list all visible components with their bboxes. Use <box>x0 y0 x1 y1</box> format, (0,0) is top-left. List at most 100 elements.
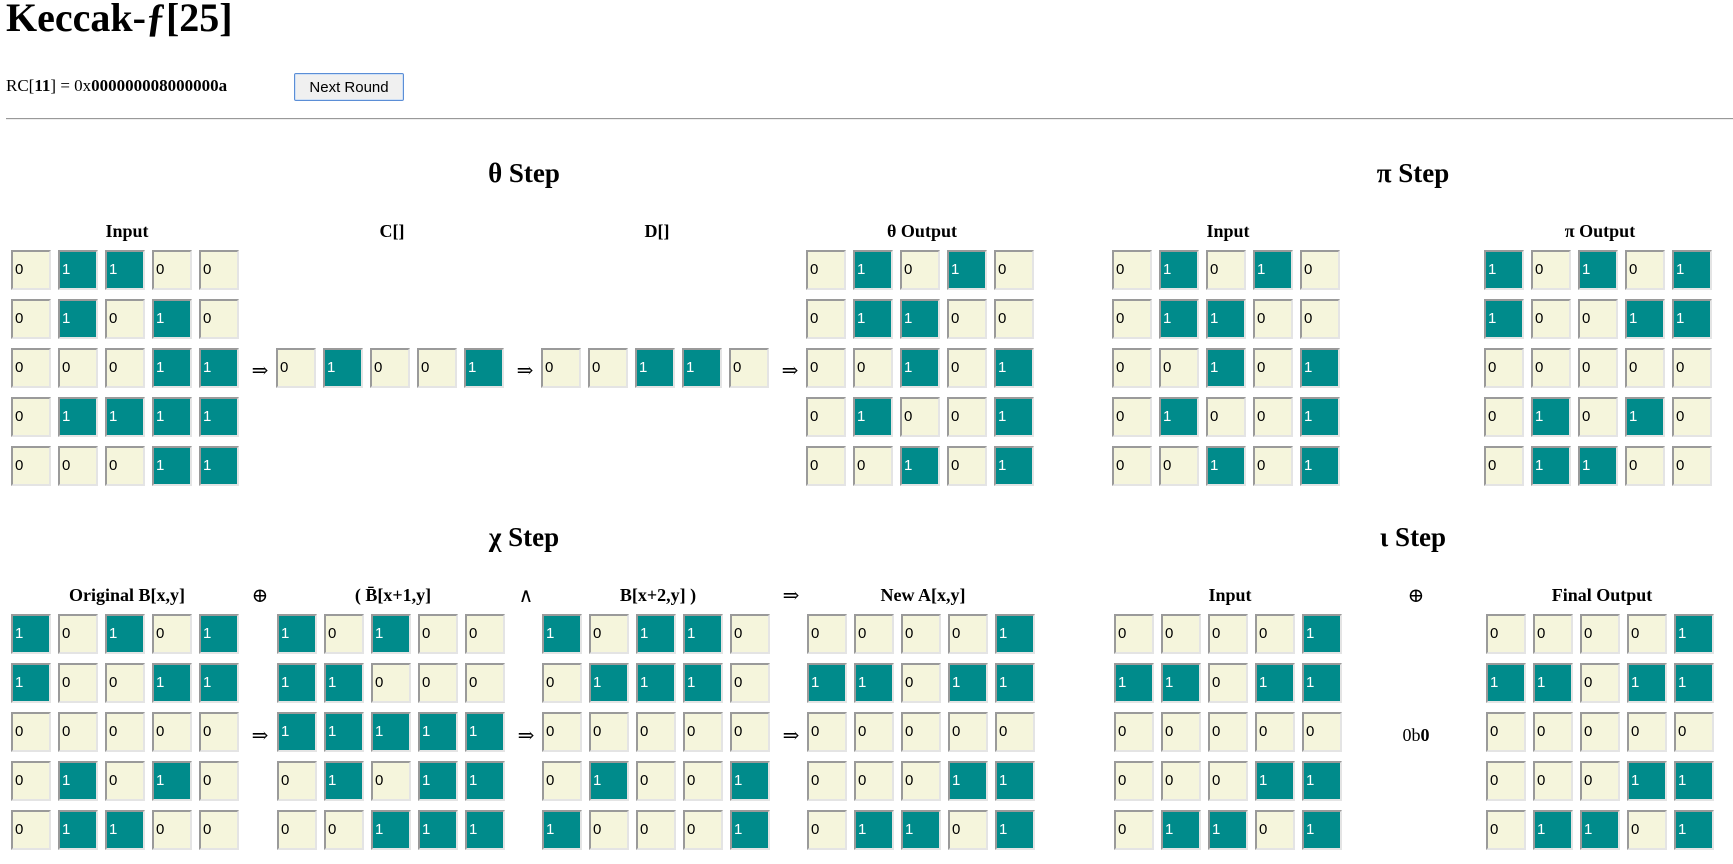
bit-cell: 0 <box>418 663 458 703</box>
bit-cell: 0 <box>277 761 317 801</box>
next-round-button[interactable]: Next Round <box>294 73 404 101</box>
bit-cell: 0 <box>636 712 676 752</box>
bit-cell: 0 <box>105 761 145 801</box>
bit-cell: 0 <box>465 614 505 654</box>
bit-cell: 1 <box>58 397 98 437</box>
bit-cell: 1 <box>1484 299 1524 339</box>
pi-output-label: π Output <box>1564 221 1636 241</box>
arrow-chi-2: ⇒ <box>517 725 535 747</box>
bit-cell: 0 <box>58 663 98 703</box>
bit-cell: 1 <box>1533 663 1573 703</box>
bit-cell: 0 <box>1112 348 1152 388</box>
iota-input-label: Input <box>1208 585 1252 605</box>
bit-cell: 0 <box>11 348 51 388</box>
bit-cell: 1 <box>1302 761 1342 801</box>
bit-cell: 1 <box>994 348 1034 388</box>
chi-xor-symbol: ⊕ <box>251 585 269 607</box>
bit-cell: 0 <box>11 810 51 850</box>
iota-rc-bit: 0b0 <box>1403 725 1430 746</box>
bit-cell: 0 <box>277 810 317 850</box>
bit-cell: 1 <box>58 810 98 850</box>
bit-cell: 0 <box>1300 250 1340 290</box>
bit-cell: 0 <box>806 446 846 486</box>
bit-cell: 1 <box>948 663 988 703</box>
bit-cell: 1 <box>58 299 98 339</box>
bit-cell: 0 <box>11 397 51 437</box>
bit-cell: 0 <box>901 663 941 703</box>
bit-cell: 0 <box>1112 397 1152 437</box>
iota-rc-value: 0 <box>1420 725 1430 745</box>
bit-cell: 0 <box>1208 614 1248 654</box>
bit-cell: 0 <box>1206 250 1246 290</box>
bit-cell: 0 <box>636 761 676 801</box>
bit-cell: 0 <box>729 348 769 388</box>
bit-cell: 1 <box>1674 663 1714 703</box>
bit-cell: 0 <box>1112 446 1152 486</box>
bit-cell: 0 <box>807 712 847 752</box>
bit-cell: 1 <box>418 761 458 801</box>
arrow-c-to-d: ⇒ <box>516 360 534 382</box>
bit-cell: 1 <box>1533 810 1573 850</box>
bit-cell: 0 <box>1114 614 1154 654</box>
bit-cell: 0 <box>588 348 628 388</box>
bit-cell: 0 <box>1159 446 1199 486</box>
bit-cell: 0 <box>947 446 987 486</box>
bit-cell: 1 <box>1302 810 1342 850</box>
bit-cell: 0 <box>730 614 770 654</box>
bit-cell: 0 <box>1161 712 1201 752</box>
bit-cell: 0 <box>1578 348 1618 388</box>
chi-original-label: Original B[x,y] <box>69 585 185 605</box>
bit-cell: 1 <box>542 810 582 850</box>
bit-cell: 1 <box>682 348 722 388</box>
bit-cell: 1 <box>948 761 988 801</box>
bit-cell: 0 <box>152 810 192 850</box>
bit-cell: 1 <box>1672 250 1712 290</box>
bit-cell: 0 <box>58 712 98 752</box>
bit-cell: 0 <box>1253 299 1293 339</box>
bit-cell: 1 <box>323 348 363 388</box>
bit-cell: 0 <box>1161 761 1201 801</box>
bit-cell: 1 <box>1206 348 1246 388</box>
bit-cell: 1 <box>58 761 98 801</box>
bit-cell: 0 <box>1580 663 1620 703</box>
bit-cell: 1 <box>371 614 411 654</box>
bit-cell: 0 <box>854 712 894 752</box>
bit-cell: 0 <box>152 614 192 654</box>
bit-cell: 1 <box>1674 810 1714 850</box>
bit-cell: 1 <box>589 663 629 703</box>
bit-cell: 1 <box>199 397 239 437</box>
bit-cell: 0 <box>948 712 988 752</box>
bit-cell: 1 <box>1625 397 1665 437</box>
bit-cell: 0 <box>1253 348 1293 388</box>
bit-cell: 1 <box>58 250 98 290</box>
bit-cell: 0 <box>1208 712 1248 752</box>
iota-step-title: ι Step <box>1379 522 1447 552</box>
arrow-d-to-output: ⇒ <box>781 360 799 382</box>
bit-cell: 0 <box>683 761 723 801</box>
bit-cell: 1 <box>683 614 723 654</box>
chi-not-label: ( B̄[x+1,y] <box>354 585 432 605</box>
pi-step-title: π Step <box>1376 158 1450 188</box>
bit-cell: 0 <box>1672 397 1712 437</box>
bit-cell: 0 <box>947 299 987 339</box>
bit-cell: 1 <box>900 348 940 388</box>
bit-cell: 0 <box>1302 712 1342 752</box>
bit-cell: 0 <box>1531 250 1571 290</box>
bit-cell: 1 <box>465 712 505 752</box>
bit-cell: 1 <box>277 712 317 752</box>
chi-and-symbol: ∧ <box>518 585 534 607</box>
bit-cell: 1 <box>1206 446 1246 486</box>
bit-cell: 0 <box>105 712 145 752</box>
bit-cell: 0 <box>371 761 411 801</box>
bit-cell: 0 <box>1486 761 1526 801</box>
bit-cell: 0 <box>105 348 145 388</box>
rc-prefix: RC[ <box>6 76 35 95</box>
bit-cell: 1 <box>152 299 192 339</box>
bit-cell: 0 <box>1531 348 1571 388</box>
bit-cell: 1 <box>1161 810 1201 850</box>
bit-cell: 0 <box>853 446 893 486</box>
bit-cell: 0 <box>276 348 316 388</box>
bit-cell: 1 <box>324 761 364 801</box>
bit-cell: 0 <box>994 250 1034 290</box>
bit-cell: 1 <box>636 614 676 654</box>
